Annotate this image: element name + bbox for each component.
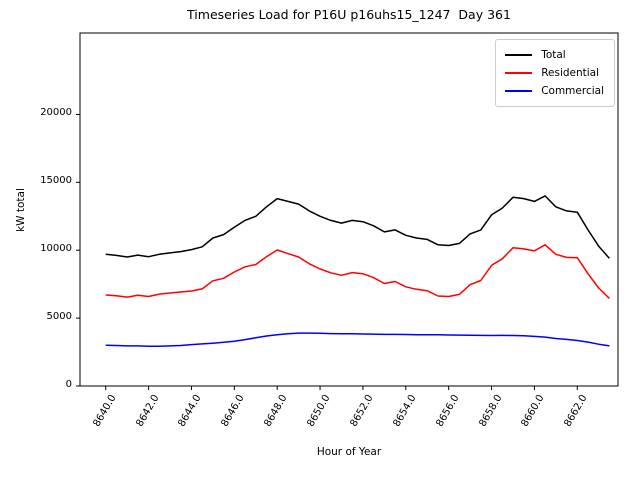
legend-label-commercial: Commercial — [541, 85, 604, 97]
legend-label-residential: Residential — [541, 67, 600, 79]
series-line-commercial — [105, 332, 610, 347]
series-line-residential — [105, 244, 610, 299]
x-axis-label: Hour of Year — [316, 446, 382, 458]
legend-label-total: Total — [541, 49, 566, 61]
legend-line-sample-total — [505, 54, 533, 56]
y-tick-label: 10000 — [40, 243, 72, 255]
legend-item-commercial: Commercial — [505, 82, 604, 100]
legend-line-sample-residential — [505, 72, 533, 74]
legend-item-residential: Residential — [505, 64, 604, 82]
y-tick-label: 0 — [65, 379, 72, 390]
axes-frame — [79, 32, 619, 387]
y-tick-label: 15000 — [40, 175, 72, 187]
chart-title: Timeseries Load for P16U p16uhs15_1247 D… — [187, 7, 511, 22]
series-line-total — [105, 195, 610, 259]
legend: Total Residential Commercial — [495, 39, 615, 107]
legend-item-total: Total — [505, 46, 604, 64]
y-tick-label: 20000 — [40, 107, 72, 119]
y-tick-label: 5000 — [46, 311, 72, 323]
legend-line-sample-commercial — [505, 90, 533, 92]
